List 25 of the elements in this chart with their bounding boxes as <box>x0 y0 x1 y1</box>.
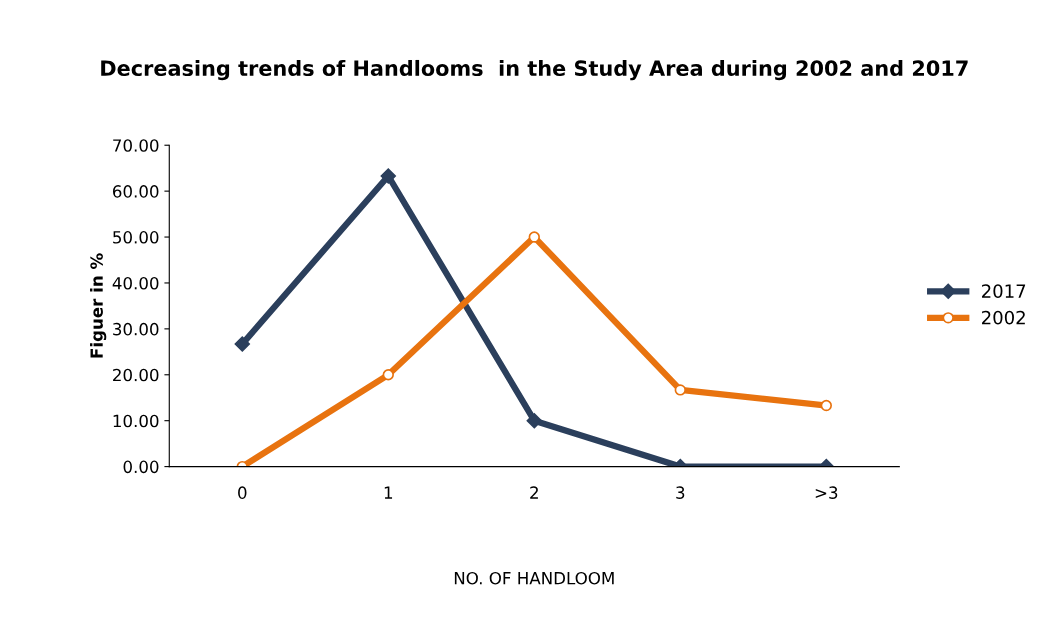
chart-title: Decreasing trends of Handlooms in the Study Area during 2002 and 2017 <box>101 59 968 81</box>
point <box>526 412 542 429</box>
y-tick-label: 20.00 <box>113 368 159 382</box>
y-tick-label: 70.00 <box>113 139 159 152</box>
x-tick-label: 1 <box>384 486 393 499</box>
y-tick-label: 40.00 <box>112 276 159 290</box>
point <box>528 231 540 243</box>
point <box>380 168 396 184</box>
x-tick-label: >3 <box>815 486 838 499</box>
point <box>674 384 686 396</box>
y-axis-title: Figuer in % <box>90 253 107 358</box>
y-tick-label: 30.00 <box>113 322 159 336</box>
legend-label: 2017 <box>982 284 1026 298</box>
point <box>820 399 832 412</box>
legend-label: 2002 <box>982 310 1025 325</box>
point <box>382 369 394 381</box>
y-tick-label: 10.00 <box>113 414 159 428</box>
point <box>234 336 250 352</box>
y-tick-label: 0.00 <box>123 460 159 474</box>
x-tick-label: 3 <box>676 486 685 499</box>
x-tick-label: 0 <box>238 486 247 499</box>
x-axis-title: NO. OF HANDLOOM <box>454 571 614 585</box>
y-tick-label: 50.00 <box>113 231 159 244</box>
y-tick-label: 60.00 <box>113 185 159 198</box>
x-tick-label: 2 <box>530 486 538 499</box>
